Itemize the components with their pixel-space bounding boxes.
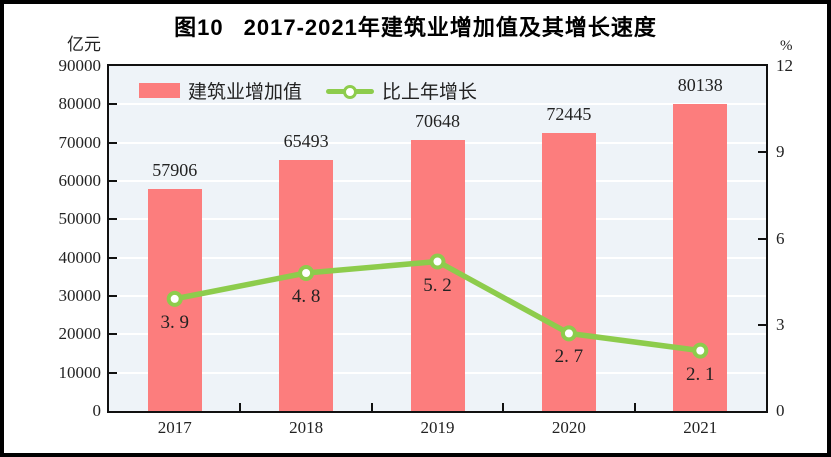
right-axis-value: 12 xyxy=(776,56,793,75)
left-axis-tick xyxy=(109,141,117,144)
bar-value-label: 70648 xyxy=(415,111,460,132)
bottom-axis-tick xyxy=(239,403,242,411)
line-value-label: 2. 7 xyxy=(554,346,584,368)
left-axis-unit-label: 亿元 xyxy=(67,35,101,54)
left-axis-tick xyxy=(109,256,117,259)
line-marker xyxy=(166,290,183,307)
bar xyxy=(410,140,465,411)
left-axis-value: 90000 xyxy=(58,56,102,75)
x-axis-year-label: 2018 xyxy=(289,418,324,437)
bottom-axis-tick xyxy=(370,403,373,411)
left-axis-tick xyxy=(109,218,117,221)
bar xyxy=(541,133,596,411)
right-axis-tick xyxy=(758,151,766,154)
left-axis-tick xyxy=(109,333,117,336)
right-axis-value: 0 xyxy=(776,401,785,420)
bar-value-label: 65493 xyxy=(283,130,329,151)
legend-line-label: 比上年增长 xyxy=(382,82,478,103)
line-marker xyxy=(692,342,709,359)
left-axis-value: 60000 xyxy=(58,171,102,190)
chart-title: 图10 2017-2021年建筑业增加值及其增长速度 xyxy=(4,10,827,42)
x-axis-year-label: 2020 xyxy=(551,418,586,437)
bar-value-label: 57906 xyxy=(152,160,198,181)
line-series xyxy=(166,253,709,359)
bar xyxy=(279,159,334,411)
line-marker xyxy=(560,325,577,342)
line-value-label: 3. 9 xyxy=(160,311,189,333)
left-axis-value: 70000 xyxy=(58,132,102,152)
right-axis-tick xyxy=(758,237,766,240)
bottom-axis-tick xyxy=(633,403,636,411)
x-axis-year-label: 2021 xyxy=(683,418,718,437)
line-marker xyxy=(429,253,446,270)
left-axis-value: 80000 xyxy=(58,94,102,114)
plot-area: 57906 65493 70648 72445 80138 3. 9 4. 8 5. 2 2.… xyxy=(107,64,768,413)
legend-bar-label: 建筑业增加值 xyxy=(188,82,303,103)
gridline xyxy=(109,103,766,106)
line-value-label: 5. 2 xyxy=(423,274,452,296)
x-axis-year-label: 2017 xyxy=(157,418,192,437)
left-axis-value: 20000 xyxy=(58,324,102,344)
legend-line-swatch-icon xyxy=(326,84,375,99)
left-axis-value: 10000 xyxy=(58,362,102,382)
right-axis-value: 6 xyxy=(776,228,785,248)
left-axis-value: 50000 xyxy=(58,209,102,229)
right-axis-unit-label: % xyxy=(780,38,793,54)
legend-line-marker xyxy=(343,84,358,99)
legend: 建筑业增加值 比上年增长 xyxy=(139,77,501,104)
figure-number: 图10 xyxy=(174,15,224,40)
left-axis-tick xyxy=(109,180,117,182)
line-value-label: 2. 1 xyxy=(686,363,715,385)
x-axis-year-label: 2019 xyxy=(420,418,455,437)
line-value-label: 4. 8 xyxy=(291,286,321,307)
bar-value-label: 80138 xyxy=(677,74,723,95)
left-axis-value: 0 xyxy=(92,401,102,420)
left-axis-value: 40000 xyxy=(58,247,102,267)
bottom-axis-tick xyxy=(502,403,505,411)
right-axis-value: 3 xyxy=(776,314,785,334)
left-axis-tick xyxy=(109,295,117,297)
line-marker xyxy=(298,265,315,281)
right-axis-tick xyxy=(758,323,766,326)
left-axis-tick xyxy=(109,371,117,374)
bar xyxy=(673,103,728,411)
legend-bar-swatch-icon xyxy=(139,83,180,98)
right-axis-value: 9 xyxy=(776,142,785,162)
bar-value-label: 72445 xyxy=(546,104,592,125)
left-axis-tick xyxy=(109,103,117,106)
figure-title-text: 2017-2021年建筑业增加值及其增长速度 xyxy=(243,15,657,40)
left-axis-value: 30000 xyxy=(58,286,102,305)
